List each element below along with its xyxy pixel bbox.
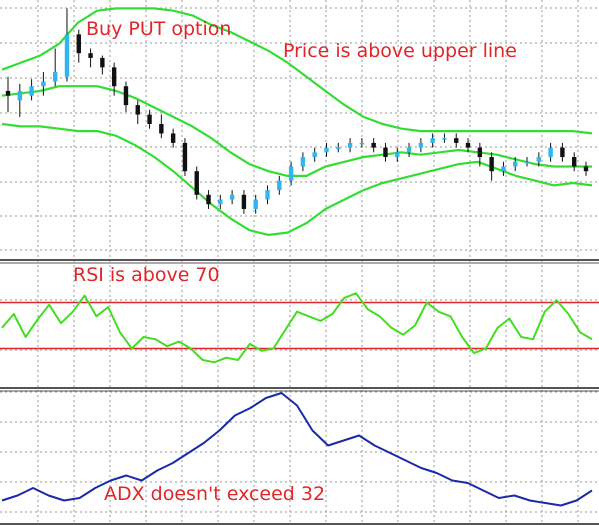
candle-bear (489, 157, 494, 172)
rsi-line (1, 292, 593, 364)
adx-annotation: ADX doesn't exceed 32 (104, 483, 326, 505)
candle-bull (324, 147, 329, 153)
candle-bear (88, 53, 93, 58)
rsi-above-annotation: RSI is above 70 (73, 264, 220, 286)
candle-bear (371, 142, 376, 148)
candle-bear (454, 138, 459, 143)
candle-bear (147, 114, 152, 124)
price-above-annotation: Price is above upper line (283, 40, 517, 62)
candle-bull (418, 142, 424, 148)
candle-bear (477, 147, 483, 158)
candle-bear (170, 133, 176, 143)
candle-bear (206, 194, 211, 205)
candle-bull (253, 199, 258, 209)
candle-bull (229, 194, 235, 200)
candle-bear (572, 157, 577, 167)
candle-bull (395, 152, 400, 158)
candle-bear (182, 142, 188, 172)
bollinger-lower-line (1, 122, 593, 236)
adx-line (1, 392, 593, 507)
candle-bull (277, 180, 282, 191)
candle-bear (465, 142, 471, 148)
bollinger-middle-line (1, 85, 592, 177)
candle-bull (442, 138, 447, 140)
candle-bull (336, 147, 341, 150)
candle-bear (560, 147, 565, 158)
candle-bull (524, 161, 530, 164)
candle-bear (5, 90, 11, 96)
candle-bear (111, 67, 117, 87)
candle-bear (194, 171, 199, 195)
candle-bull (17, 90, 22, 101)
candle-bull (29, 86, 34, 96)
candle-bull (52, 72, 58, 82)
rsi-panel (0, 292, 599, 364)
candle-bull (41, 81, 46, 87)
candle-bull (312, 152, 317, 158)
candle-bull (347, 142, 353, 148)
candle-bear (159, 124, 164, 134)
candle-bull (406, 147, 412, 153)
buy-put-annotation: Buy PUT option (86, 18, 232, 40)
panel-dividers (0, 259, 599, 525)
candle-bear (123, 86, 129, 106)
candle-bull (548, 147, 553, 158)
bollinger-upper-line (1, 7, 593, 135)
candle-bear (583, 166, 589, 172)
candle-bull (501, 166, 506, 172)
candle-bear (135, 105, 140, 115)
candle-bear (100, 57, 105, 68)
candle-bull (288, 166, 294, 181)
candle-bull (536, 157, 542, 162)
candle-bull (513, 161, 518, 167)
adx-panel (1, 392, 593, 507)
candle-bear (76, 34, 81, 54)
candle-bull (64, 34, 70, 77)
candle-bull (265, 190, 270, 200)
candle-bull (218, 199, 223, 205)
candle-bull (300, 157, 306, 167)
candles (5, 8, 589, 214)
candle-bear (383, 147, 388, 158)
candle-bull (430, 138, 435, 143)
candle-bear (241, 194, 247, 209)
candle-bull (359, 142, 365, 145)
